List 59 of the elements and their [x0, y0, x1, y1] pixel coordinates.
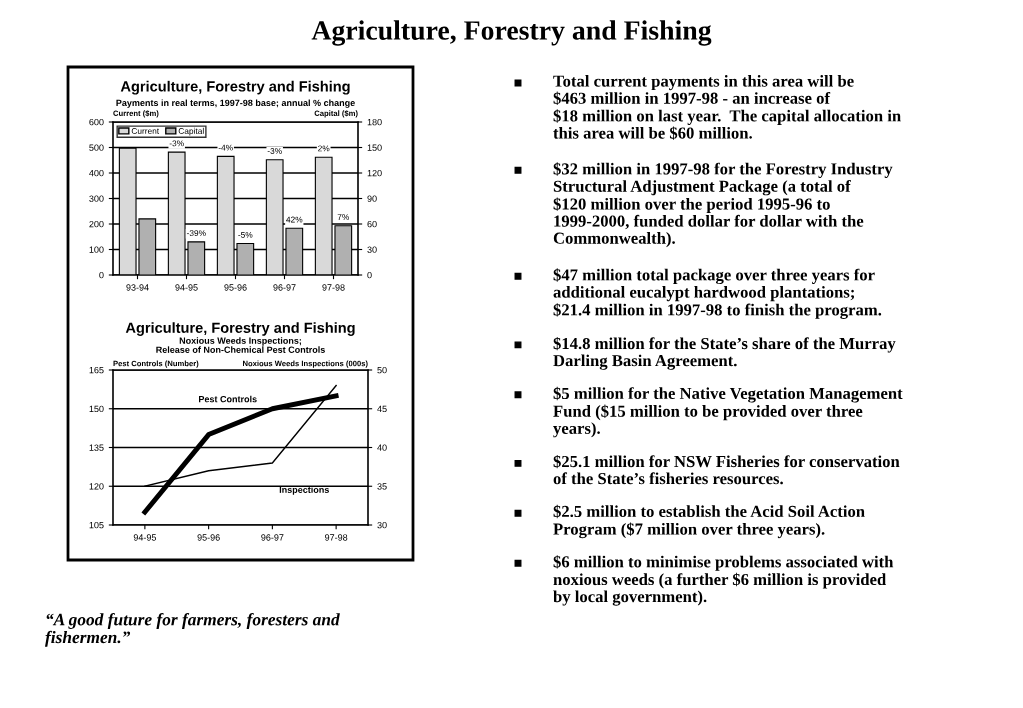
y-tick-label: 200: [89, 220, 104, 228]
y2-tick-label: 30: [367, 246, 377, 253]
text: “A good future for farmers, foresters and fishermen.”: [45, 613, 340, 647]
text: $47 million total package over three years for additional eucalypt hardwood plantations; $21.4 million in 1997-98 to finish the program.: [553, 268, 882, 319]
y-tick-label: 400: [89, 169, 104, 177]
x-tick-label: 94-95: [133, 534, 157, 541]
text: Inspections: [279, 486, 329, 495]
annotation: 2%: [318, 145, 330, 152]
y2-tick-label: 180: [367, 118, 382, 126]
y-tick-label: 0: [99, 271, 104, 279]
x-tick-label: 95-96: [224, 284, 247, 291]
series-label: Pest Controls: [199, 395, 257, 403]
y-tick-label: 150: [89, 405, 104, 413]
y-tick-label: 100: [89, 246, 104, 253]
x-tick-label: 96-97: [273, 284, 296, 291]
x-tick-label: 97-98: [322, 284, 345, 291]
annotation: -5%: [238, 231, 253, 238]
text: $14.8 million for the State’s share of the Murray Darling Basin Agreement.: [553, 336, 896, 370]
chart-title: Agriculture, Forestry and Fishing: [125, 322, 355, 336]
text: $5 million for the Native Vegetation Management Fund ($15 million to be provided over three years).: [553, 386, 903, 438]
text: $6 million to minimise problems associated with noxious weeds (a further $6 million is provided by local government).: [553, 555, 894, 606]
x-tick-label: 93-94: [126, 284, 149, 291]
y2-tick-label: 0: [367, 271, 372, 279]
y2-tick-label: 120: [367, 169, 382, 177]
x-tick-label: 94-95: [175, 284, 198, 291]
chart-subtitle: Payments in real terms, 1997-98 base; annual % change: [116, 99, 355, 108]
y-tick-label: 120: [89, 483, 104, 490]
y2-tick-label: 30: [377, 521, 387, 529]
y-tick-label: 300: [89, 195, 104, 202]
text: $32 million in 1997-98 for the Forestry Industry Structural Adjustment Package (a total of $120 million over the period 1995-96 to 1999-2000, funded dollar for dollar with the Commonwealth).: [553, 162, 893, 248]
annotation: 42%: [286, 216, 303, 223]
y-tick-label: 165: [89, 366, 104, 374]
annotation: -39%: [186, 230, 206, 237]
y2-tick-label: 150: [367, 144, 382, 151]
text: $2.5 million to establish the Acid Soil Action Program ($7 million over three years).: [553, 504, 865, 539]
y2-tick-label: 50: [377, 366, 387, 374]
annotation: -3%: [169, 140, 184, 147]
y2-tick-label: 90: [367, 195, 377, 202]
chart-title: Agriculture, Forestry and Fishing: [120, 80, 350, 95]
y-tick-label: 135: [89, 444, 104, 451]
legend-label: Current: [131, 128, 160, 134]
text: $25.1 million for NSW Fisheries for conservation of the State’s fisheries resources.: [553, 454, 900, 485]
annotation: -4%: [218, 144, 233, 151]
x-tick-label: 97-98: [325, 534, 348, 541]
y-tick-label: 500: [89, 144, 104, 151]
y2-tick-label: 45: [377, 405, 387, 413]
y2-tick-label: 60: [367, 220, 377, 228]
legend-label: Capital: [178, 127, 204, 136]
y-tick-label: 600: [89, 118, 104, 126]
annotation: 7%: [337, 214, 350, 220]
text: Total current payments in this area will be $463 million in 1997-98 - an increase of $18 million on last year. The capital allocation in this area will be $60 million.: [553, 75, 901, 140]
text: Agriculture, Forestry and Fishing: [311, 20, 712, 46]
x-tick-label: 96-97: [261, 534, 284, 541]
y2-tick-label: 40: [377, 444, 387, 451]
chart-subtitle: Noxious Weeds Inspections; Release of Non-Chemical Pest Controls: [156, 337, 325, 353]
x-tick-label: 95-96: [197, 534, 220, 541]
y-tick-label: 105: [89, 521, 104, 529]
y2-tick-label: 35: [377, 483, 387, 490]
annotation: -3%: [267, 148, 282, 154]
